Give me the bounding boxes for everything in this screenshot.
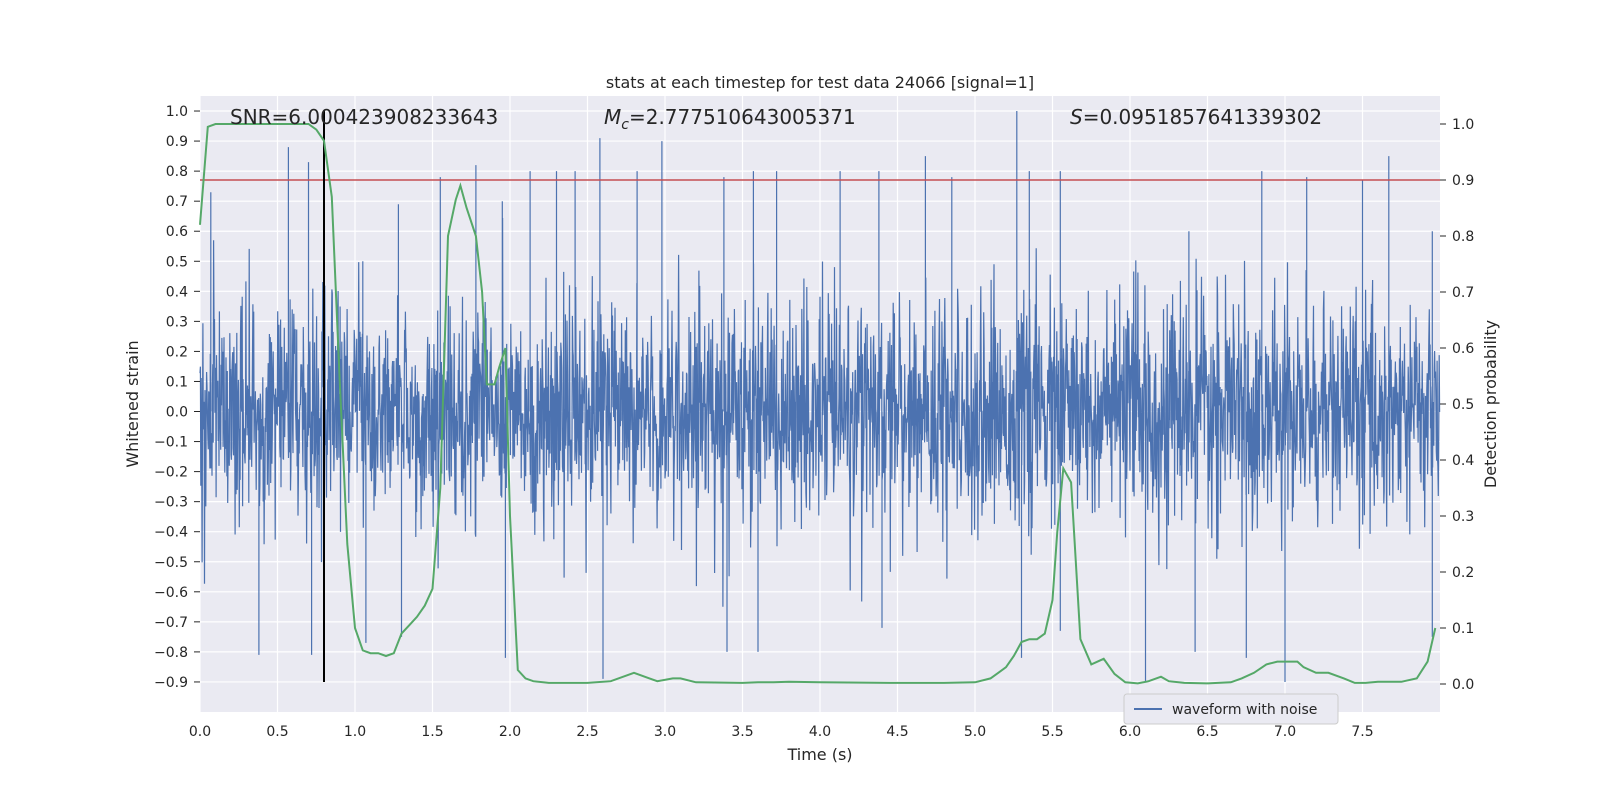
x-tick-label: 6.0: [1119, 724, 1141, 740]
s-value: =0.0951857641339302: [1083, 105, 1322, 129]
y2-axis-label: Detection probability: [1481, 320, 1500, 488]
y-tick-label: −0.2: [154, 465, 188, 481]
y2-axis-ticks: 0.0 0.1 0.2 0.3 0.4 0.5 0.6 0.7 0.8 0.9 1.0: [1440, 117, 1474, 693]
legend: waveform with noise: [1123, 693, 1339, 725]
chirp-mass-subscript: c: [621, 117, 629, 133]
x-tick-label: 7.5: [1351, 724, 1373, 740]
y-tick-label: −0.5: [154, 555, 188, 571]
y2-tick-label: 0.9: [1452, 173, 1474, 189]
y-tick-label: −0.6: [154, 585, 188, 601]
x-tick-label: 6.5: [1196, 724, 1218, 740]
legend-label: waveform with noise: [1172, 702, 1317, 718]
chirp-mass-symbol: M: [604, 105, 621, 129]
y-tick-label: 0.0: [166, 405, 188, 421]
chirp-mass-value: =2.777510643005371: [629, 105, 856, 129]
y2-tick-label: 0.5: [1452, 397, 1474, 413]
x-tick-label: 3.0: [654, 724, 676, 740]
y-tick-label: 0.8: [166, 164, 188, 180]
y-axis-label: Whitened strain: [123, 340, 142, 467]
x-tick-label: 4.5: [886, 724, 908, 740]
x-tick-label: 2.5: [576, 724, 598, 740]
x-tick-label: 1.0: [344, 724, 366, 740]
y2-tick-label: 0.2: [1452, 565, 1474, 581]
x-tick-label: 7.0: [1274, 724, 1296, 740]
y-tick-label: −0.1: [154, 435, 188, 451]
y-tick-label: 1.0: [166, 104, 188, 120]
y-tick-label: 0.3: [166, 314, 188, 330]
y2-tick-label: 0.0: [1452, 677, 1474, 693]
y-tick-label: −0.8: [154, 645, 188, 661]
x-axis-label: Time (s): [786, 745, 852, 764]
y-tick-label: 0.5: [166, 254, 188, 270]
y2-tick-label: 0.4: [1452, 453, 1474, 469]
x-tick-label: 0.5: [266, 724, 288, 740]
x-tick-label: 5.5: [1041, 724, 1063, 740]
s-annotation: S=0.0951857641339302: [1070, 105, 1322, 129]
y2-tick-label: 1.0: [1452, 117, 1474, 133]
y-tick-label: −0.7: [154, 615, 188, 631]
y-tick-label: 0.1: [166, 374, 188, 390]
y2-tick-label: 0.7: [1452, 285, 1474, 301]
y-tick-label: 0.2: [166, 344, 188, 360]
x-tick-label: 1.5: [421, 724, 443, 740]
y-tick-label: 0.4: [166, 284, 188, 300]
y-tick-label: 0.6: [166, 224, 188, 240]
s-symbol: S: [1070, 105, 1083, 129]
y-tick-label: −0.9: [154, 675, 188, 691]
x-tick-label: 3.5: [731, 724, 753, 740]
snr-annotation: SNR=6.000423908233643: [230, 105, 498, 129]
y-tick-label: 0.9: [166, 134, 188, 150]
y2-tick-label: 0.6: [1452, 341, 1474, 357]
waveform-path: [199, 111, 1441, 682]
y2-tick-label: 0.8: [1452, 229, 1474, 245]
chart-title: stats at each timestep for test data 240…: [606, 73, 1034, 92]
y-tick-label: −0.4: [154, 525, 188, 541]
chirp-mass-annotation: Mc=2.777510643005371: [604, 105, 856, 133]
y-tick-label: 0.7: [166, 194, 188, 210]
y2-tick-label: 0.3: [1452, 509, 1474, 525]
legend-box: [1123, 693, 1339, 725]
y-axis-ticks: −0.9 −0.8 −0.7 −0.6 −0.5 −0.4 −0.3 −0.2 −0.1 0.0 0…: [154, 104, 200, 691]
x-axis-ticks: 0.0 0.5 1.0 1.5 2.0 2.5 3.0 3.5 4.0 4.5 5.0 5.5 6.0 6…: [189, 724, 1374, 740]
y2-tick-label: 0.1: [1452, 621, 1474, 637]
waveform-series: [199, 111, 1441, 682]
x-tick-label: 5.0: [964, 724, 986, 740]
x-tick-label: 0.0: [189, 724, 211, 740]
x-tick-label: 4.0: [809, 724, 831, 740]
detection-probability-line: [199, 123, 1437, 685]
y-tick-label: −0.3: [154, 495, 188, 511]
x-tick-label: 2.0: [499, 724, 521, 740]
